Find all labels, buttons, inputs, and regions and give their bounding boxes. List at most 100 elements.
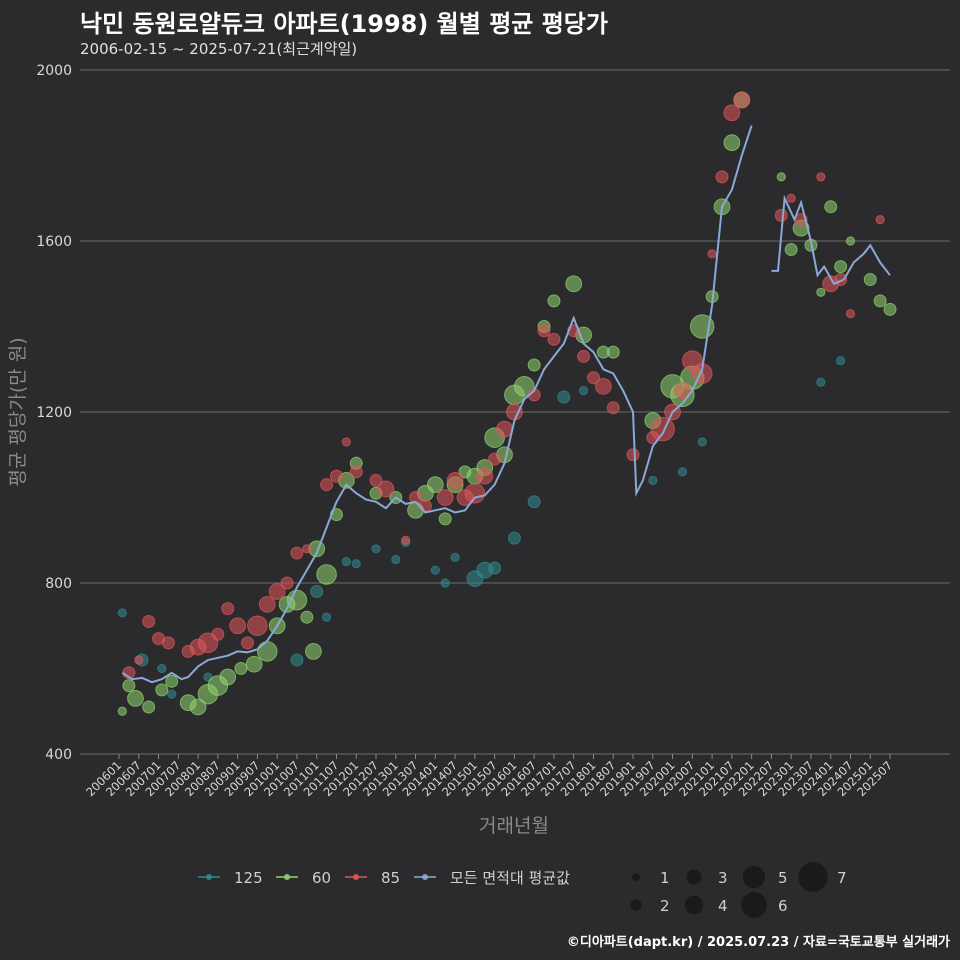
point-60-29 bbox=[438, 512, 452, 526]
point-125-5 bbox=[290, 653, 304, 667]
point-85-37 bbox=[547, 332, 561, 346]
point-60-58 bbox=[816, 287, 826, 297]
point-85-20 bbox=[341, 437, 351, 447]
point-60-63 bbox=[873, 294, 887, 308]
point-60-54 bbox=[776, 172, 786, 182]
legend-dot-3 bbox=[422, 874, 428, 880]
point-60-7 bbox=[189, 698, 207, 716]
legend-size-dot-2 bbox=[630, 899, 642, 911]
average-line bbox=[121, 125, 891, 684]
point-85-60 bbox=[845, 309, 856, 319]
point-85-10 bbox=[229, 617, 247, 635]
point-60-59 bbox=[824, 200, 838, 214]
point-125-3 bbox=[167, 689, 177, 699]
x-axis-label: 거래년월 bbox=[479, 815, 549, 837]
legend-size-label-1: 1 bbox=[660, 869, 670, 887]
point-85-32 bbox=[488, 452, 502, 466]
point-85-9 bbox=[221, 602, 235, 616]
point-60-16 bbox=[286, 589, 308, 611]
point-60-64 bbox=[883, 302, 897, 316]
point-60-28 bbox=[426, 476, 444, 494]
point-60-17 bbox=[300, 610, 314, 624]
gridlines bbox=[80, 69, 950, 755]
point-85-33 bbox=[496, 420, 513, 438]
point-125-8 bbox=[341, 557, 351, 567]
point-85-53 bbox=[733, 91, 751, 109]
point-60-4 bbox=[155, 683, 169, 697]
chart-subtitle: 2006-02-15 ~ 2025-07-21(최근계약일) bbox=[80, 40, 358, 58]
point-85-16 bbox=[290, 546, 304, 560]
point-125-9 bbox=[351, 559, 361, 569]
point-60-0 bbox=[117, 706, 127, 716]
point-125-11 bbox=[391, 554, 401, 565]
point-85-12 bbox=[247, 615, 268, 637]
point-85-2 bbox=[142, 614, 156, 628]
legend-label-2: 85 bbox=[381, 869, 400, 887]
point-85-31 bbox=[476, 467, 494, 485]
point-125-25 bbox=[697, 437, 707, 447]
point-60-41 bbox=[565, 275, 583, 293]
point-125-15 bbox=[450, 552, 460, 562]
point-85-40 bbox=[586, 371, 600, 385]
point-60-52 bbox=[723, 134, 741, 152]
point-125-23 bbox=[648, 475, 658, 485]
y-axis-label: 평균 평당가(만 원) bbox=[7, 337, 29, 486]
legend-size-label-2: 2 bbox=[660, 897, 670, 915]
point-85-22 bbox=[369, 473, 383, 487]
point-85-55 bbox=[786, 193, 796, 203]
y-tick-label-800: 800 bbox=[45, 576, 72, 592]
point-85-36 bbox=[537, 324, 551, 338]
point-125-6 bbox=[310, 585, 324, 599]
point-85-11 bbox=[241, 636, 255, 650]
point-60-11 bbox=[234, 662, 248, 675]
point-85-51 bbox=[715, 170, 729, 184]
legend-size-label-5: 5 bbox=[778, 869, 788, 887]
point-60-61 bbox=[845, 236, 856, 246]
point-60-12 bbox=[245, 655, 263, 673]
point-125-26 bbox=[816, 377, 826, 387]
point-60-18 bbox=[305, 643, 322, 660]
legend-label-1: 60 bbox=[312, 869, 331, 887]
point-125-19 bbox=[507, 531, 521, 545]
point-60-40 bbox=[547, 294, 561, 308]
point-85-39 bbox=[577, 349, 591, 363]
point-125-18 bbox=[488, 561, 502, 575]
point-125-2 bbox=[157, 663, 167, 674]
point-125-21 bbox=[557, 390, 571, 404]
point-85-54 bbox=[774, 208, 788, 222]
point-85-14 bbox=[268, 583, 286, 600]
point-85-24 bbox=[401, 535, 411, 545]
point-85-4 bbox=[161, 636, 175, 650]
avg-line-segment-1 bbox=[771, 194, 891, 286]
legend-label-3: 모든 면적대 평균값 bbox=[450, 869, 570, 887]
point-85-61 bbox=[875, 215, 885, 225]
point-125-27 bbox=[836, 356, 846, 366]
legend-label-0: 125 bbox=[234, 869, 263, 887]
point-85-13 bbox=[258, 595, 276, 613]
legend-size-label-6: 6 bbox=[778, 897, 788, 915]
point-85-42 bbox=[606, 401, 620, 415]
point-125-20 bbox=[527, 495, 541, 509]
point-85-28 bbox=[446, 472, 464, 489]
point-60-3 bbox=[142, 700, 156, 714]
legend-size-label-3: 3 bbox=[718, 869, 728, 887]
point-85-17 bbox=[302, 544, 312, 554]
point-85-25 bbox=[409, 491, 423, 504]
point-85-19 bbox=[329, 469, 343, 483]
point-85-30 bbox=[464, 482, 486, 504]
data-points bbox=[117, 91, 897, 716]
point-85-1 bbox=[134, 655, 144, 665]
y-tick-label-1200: 1200 bbox=[36, 405, 72, 421]
point-85-45 bbox=[650, 416, 675, 442]
point-60-1 bbox=[122, 679, 136, 693]
y-tick-label-2000: 2000 bbox=[36, 63, 72, 79]
point-60-10 bbox=[219, 668, 237, 686]
point-85-23 bbox=[377, 480, 395, 498]
point-85-15 bbox=[280, 576, 294, 590]
point-60-13 bbox=[256, 641, 278, 662]
point-60-55 bbox=[784, 243, 798, 257]
legend-dot-1 bbox=[284, 874, 290, 880]
y-tick-label-400: 400 bbox=[45, 747, 72, 763]
point-125-14 bbox=[440, 578, 450, 588]
